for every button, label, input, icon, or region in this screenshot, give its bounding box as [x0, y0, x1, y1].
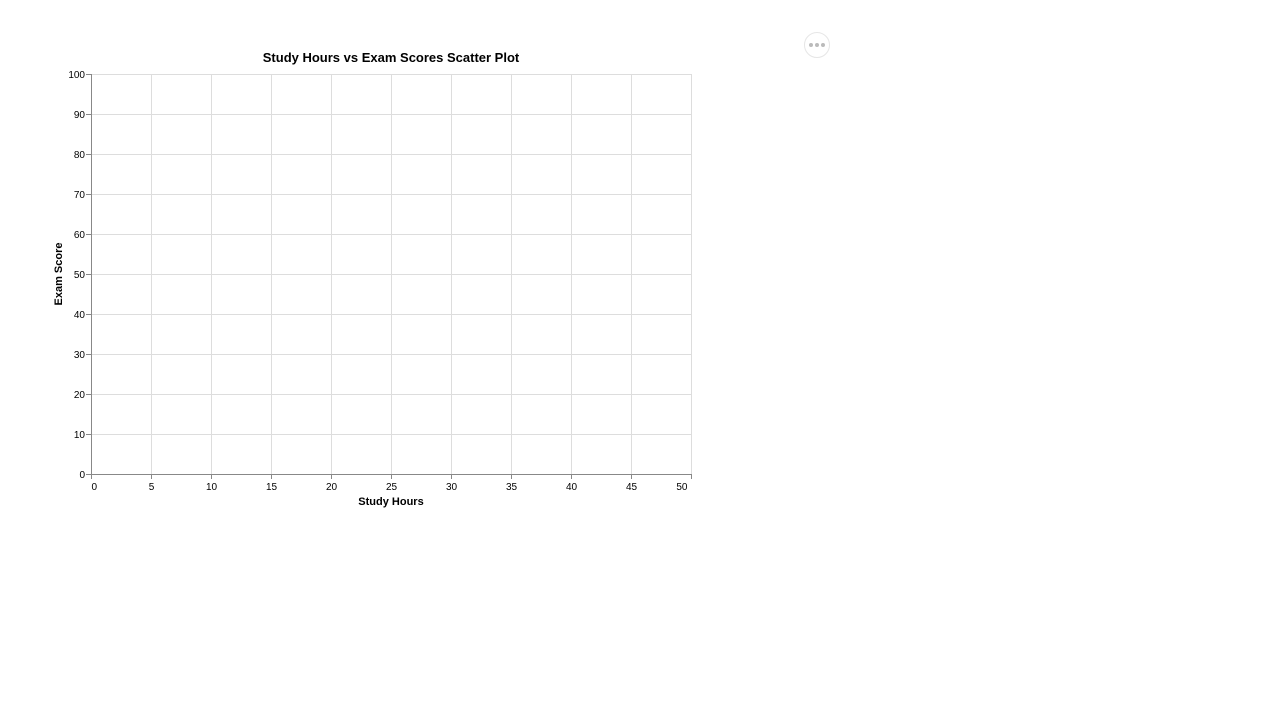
y-tick-label: 60	[74, 230, 86, 241]
grid	[91, 74, 692, 475]
y-tick-label: 30	[74, 350, 86, 361]
x-axis-ticks: 0 5 10 15 20 25 30 35 40 45 50	[91, 474, 692, 493]
x-tick-label: 40	[566, 482, 578, 493]
y-tick-label: 70	[74, 190, 86, 201]
more-horizontal-icon-dot	[815, 43, 819, 47]
y-tick-label: 20	[74, 390, 86, 401]
x-tick-label: 30	[446, 482, 458, 493]
x-tick-label: 5	[149, 482, 155, 493]
x-tick-label: 20	[326, 482, 338, 493]
more-horizontal-icon	[809, 43, 813, 47]
y-tick-label: 40	[74, 310, 86, 321]
x-tick-label: 0	[92, 482, 98, 493]
y-tick-label: 80	[74, 150, 86, 161]
chart-title: Study Hours vs Exam Scores Scatter Plot	[263, 50, 520, 65]
x-tick-label: 10	[206, 482, 218, 493]
y-axis-ticks: 0 10 20 30 40 50 60 70 80 90 100	[68, 70, 91, 481]
x-tick-label: 25	[386, 482, 398, 493]
y-tick-label: 100	[68, 70, 85, 81]
y-tick-label: 90	[74, 110, 86, 121]
x-tick-label: 50	[676, 482, 688, 493]
x-axis-title: Study Hours	[358, 496, 423, 508]
chart-actions-menu-button[interactable]	[804, 32, 830, 58]
x-tick-label: 45	[626, 482, 638, 493]
y-tick-label: 10	[74, 430, 86, 441]
y-tick-label: 0	[79, 470, 85, 481]
more-horizontal-icon-dot	[821, 43, 825, 47]
y-tick-label: 50	[74, 270, 86, 281]
y-axis-title: Exam Score	[53, 243, 65, 306]
x-tick-label: 15	[266, 482, 278, 493]
x-tick-label: 35	[506, 482, 518, 493]
